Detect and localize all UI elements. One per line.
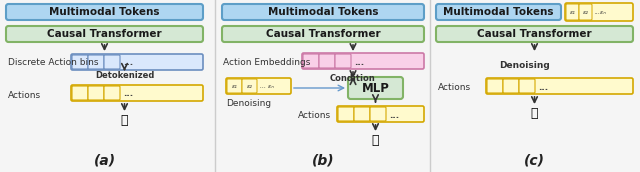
- FancyBboxPatch shape: [226, 78, 291, 94]
- Text: 🦾: 🦾: [121, 114, 128, 126]
- FancyBboxPatch shape: [354, 107, 370, 121]
- FancyBboxPatch shape: [88, 55, 104, 69]
- Text: ...: ...: [354, 57, 364, 67]
- FancyBboxPatch shape: [348, 77, 403, 99]
- FancyBboxPatch shape: [566, 4, 579, 20]
- FancyBboxPatch shape: [302, 53, 424, 69]
- Text: Actions: Actions: [438, 83, 471, 92]
- Text: ...: ...: [389, 110, 399, 120]
- FancyBboxPatch shape: [72, 55, 88, 69]
- Text: Denoising: Denoising: [499, 61, 550, 69]
- Text: Causal Transformer: Causal Transformer: [477, 29, 592, 39]
- FancyBboxPatch shape: [370, 107, 386, 121]
- Text: Multimodal Tokens: Multimodal Tokens: [268, 7, 378, 17]
- FancyBboxPatch shape: [222, 26, 424, 42]
- FancyBboxPatch shape: [338, 107, 354, 121]
- FancyBboxPatch shape: [565, 3, 633, 21]
- Text: ε₁: ε₁: [570, 9, 575, 14]
- FancyBboxPatch shape: [222, 4, 424, 20]
- FancyBboxPatch shape: [104, 86, 120, 100]
- FancyBboxPatch shape: [436, 4, 561, 20]
- FancyBboxPatch shape: [579, 4, 592, 20]
- FancyBboxPatch shape: [337, 106, 424, 122]
- FancyBboxPatch shape: [71, 85, 203, 101]
- Text: Multimodal Tokens: Multimodal Tokens: [444, 7, 554, 17]
- Text: Condition: Condition: [330, 73, 376, 83]
- Text: ... εₙ: ... εₙ: [260, 83, 274, 89]
- Text: Causal Transformer: Causal Transformer: [47, 29, 162, 39]
- Text: 🦾: 🦾: [531, 106, 538, 120]
- Text: Detokenized: Detokenized: [95, 71, 154, 79]
- Text: ...εₙ: ...εₙ: [595, 9, 607, 14]
- FancyBboxPatch shape: [503, 79, 519, 93]
- FancyBboxPatch shape: [104, 55, 120, 69]
- Text: Causal Transformer: Causal Transformer: [266, 29, 380, 39]
- Text: Actions: Actions: [298, 110, 331, 120]
- Text: Denoising: Denoising: [226, 99, 271, 108]
- FancyBboxPatch shape: [519, 79, 535, 93]
- FancyBboxPatch shape: [486, 78, 633, 94]
- Text: ...: ...: [123, 57, 133, 67]
- Text: ε₁: ε₁: [232, 83, 237, 89]
- Text: ...: ...: [123, 89, 133, 98]
- FancyBboxPatch shape: [71, 54, 203, 70]
- Text: (a): (a): [93, 153, 116, 167]
- FancyBboxPatch shape: [303, 54, 319, 68]
- FancyBboxPatch shape: [227, 79, 242, 93]
- FancyBboxPatch shape: [436, 26, 633, 42]
- Text: (b): (b): [312, 153, 334, 167]
- Text: 🦾: 🦾: [372, 133, 380, 147]
- Text: MLP: MLP: [362, 82, 389, 94]
- Text: Action Embeddings: Action Embeddings: [223, 57, 310, 67]
- FancyBboxPatch shape: [487, 79, 503, 93]
- Text: ε₂: ε₂: [246, 83, 252, 89]
- Text: ...: ...: [538, 83, 548, 92]
- FancyBboxPatch shape: [6, 4, 203, 20]
- FancyBboxPatch shape: [319, 54, 335, 68]
- Text: Multimodal Tokens: Multimodal Tokens: [49, 7, 160, 17]
- FancyBboxPatch shape: [88, 86, 104, 100]
- FancyBboxPatch shape: [6, 26, 203, 42]
- Text: (c): (c): [524, 153, 545, 167]
- Text: Actions: Actions: [8, 90, 41, 99]
- FancyBboxPatch shape: [242, 79, 257, 93]
- FancyBboxPatch shape: [335, 54, 351, 68]
- Text: ε₂: ε₂: [582, 9, 588, 14]
- Text: Discrete Action bins: Discrete Action bins: [8, 57, 99, 67]
- FancyBboxPatch shape: [72, 86, 88, 100]
